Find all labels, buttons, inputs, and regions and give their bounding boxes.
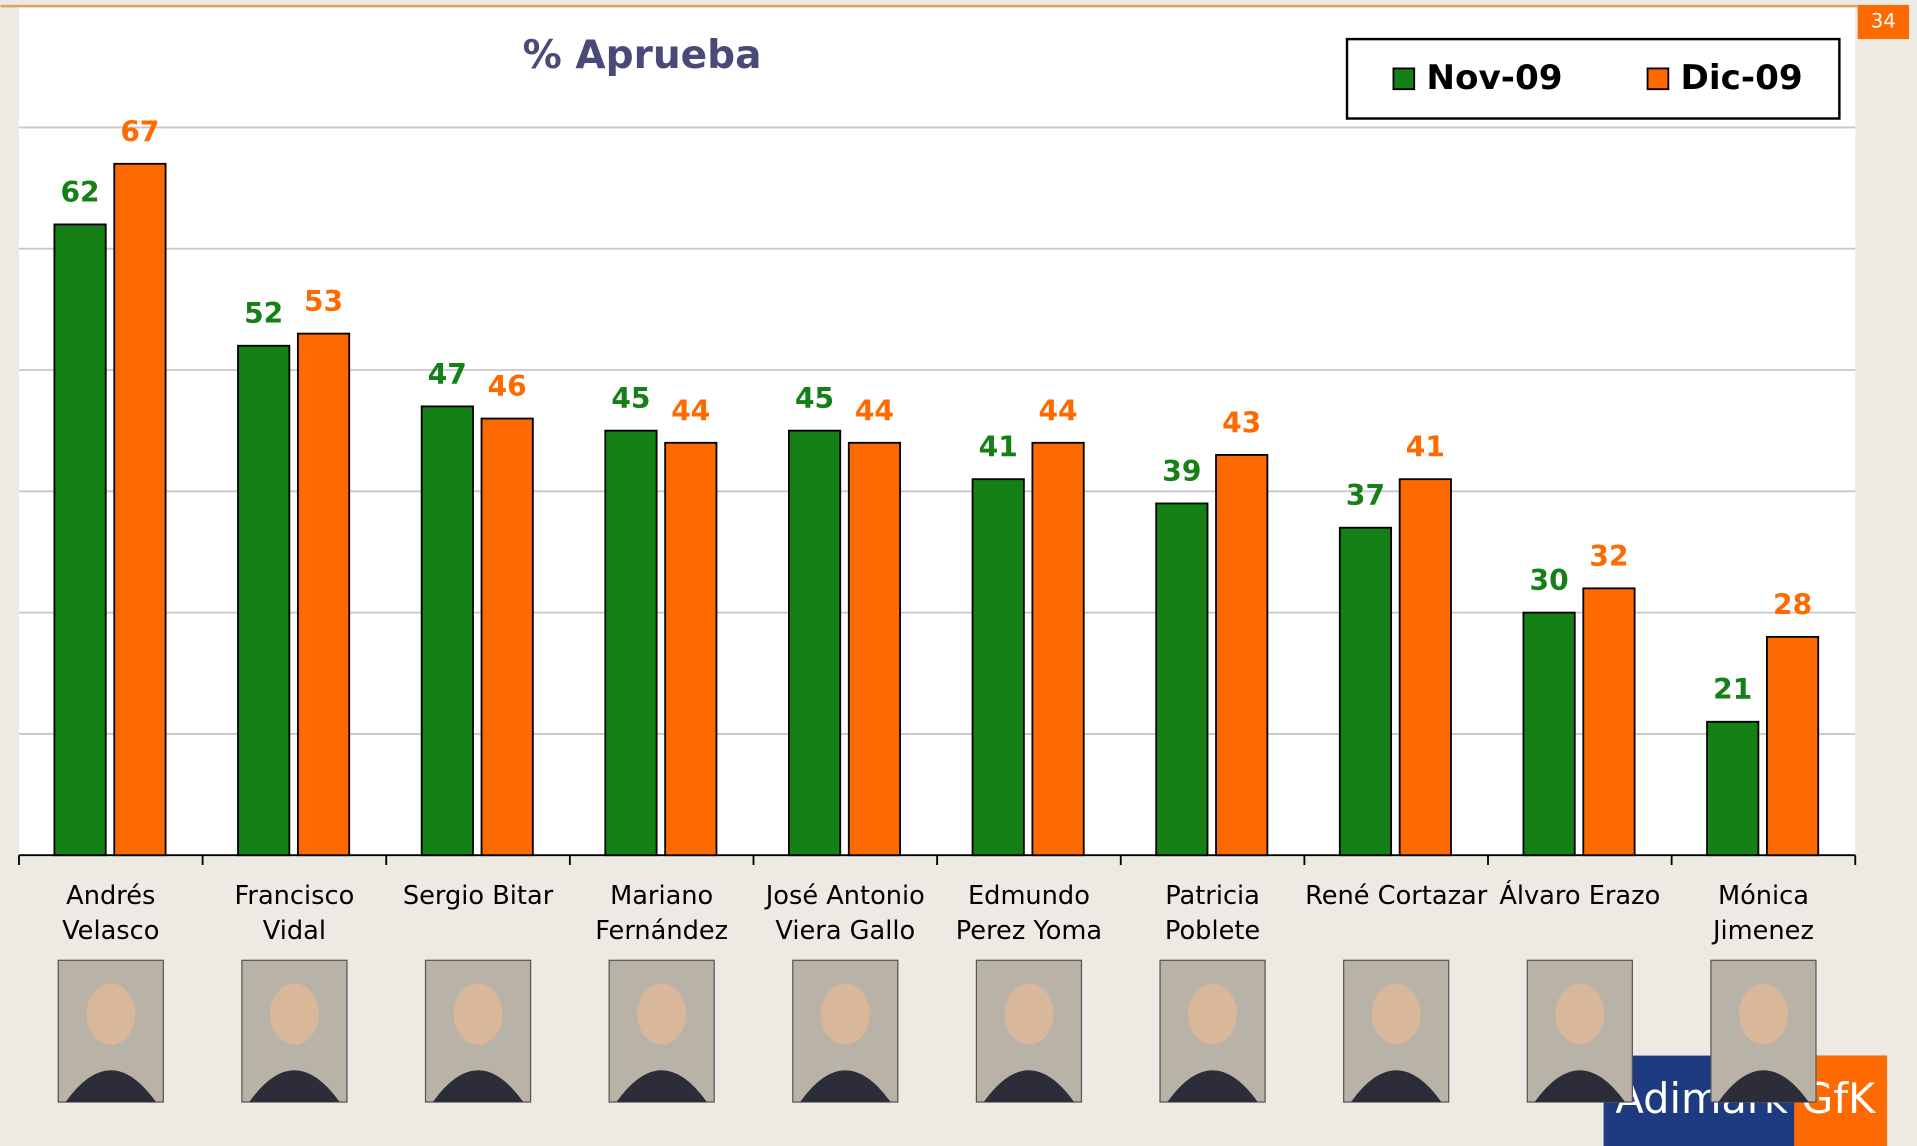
- chart-title: % Aprueba: [523, 33, 762, 78]
- photo-head: [1004, 983, 1054, 1045]
- value-label: 67: [120, 115, 159, 148]
- value-label: 53: [304, 285, 343, 318]
- value-label: 30: [1530, 564, 1569, 597]
- photo-head: [1739, 983, 1788, 1045]
- page-number: 34: [1871, 9, 1896, 32]
- photo-head: [86, 983, 136, 1045]
- bar: [604, 429, 658, 857]
- bar: [1582, 587, 1636, 857]
- bar: [113, 162, 167, 857]
- bar: [1766, 635, 1820, 857]
- x-tick-label: Álvaro Erazo: [1499, 881, 1660, 911]
- bar: [1522, 611, 1576, 857]
- bar: [480, 417, 534, 857]
- value-label: 45: [611, 382, 650, 415]
- photo-body: [1718, 1070, 1809, 1103]
- legend-items: Nov-09 Dic-09: [1392, 58, 1803, 98]
- legend: [1345, 37, 1841, 120]
- x-tick-label: Edmundo Perez Yoma: [956, 881, 1102, 946]
- photo-head: [637, 983, 687, 1045]
- bar: [53, 223, 107, 857]
- legend-swatch: [1392, 67, 1416, 91]
- x-tick-label: Sergio Bitar: [403, 881, 554, 911]
- legend-label: Dic-09: [1681, 58, 1803, 98]
- value-label: 44: [671, 394, 710, 427]
- value-label: 28: [1773, 588, 1812, 621]
- bar: [847, 441, 902, 857]
- value-label: 62: [61, 176, 100, 209]
- bar: [296, 332, 351, 857]
- legend-swatch: [1646, 67, 1670, 91]
- page-number-box: [1857, 4, 1910, 40]
- value-label: 32: [1589, 540, 1628, 573]
- bar: [1338, 526, 1393, 857]
- bar: [237, 344, 291, 857]
- value-label: 39: [1162, 455, 1201, 488]
- bar: [1155, 502, 1209, 857]
- photo-head: [1371, 983, 1421, 1045]
- photo-body: [800, 1070, 891, 1103]
- legend-label: Nov-09: [1426, 58, 1562, 98]
- x-tick-label: José Antonio Viera Gallo: [764, 881, 925, 946]
- photo-body: [65, 1070, 156, 1103]
- x-tick-label: René Cortazar: [1305, 881, 1488, 911]
- value-label: 52: [244, 297, 283, 330]
- x-tick-label: Mónica Jimenez: [1711, 881, 1814, 946]
- bar: [664, 441, 718, 857]
- bar: [1398, 478, 1452, 857]
- value-label: 41: [1406, 431, 1445, 464]
- value-label: 47: [428, 358, 467, 391]
- value-label: 21: [1713, 673, 1752, 706]
- photo-head: [453, 983, 503, 1045]
- photo-body: [1350, 1070, 1442, 1103]
- category-labels: Andrés Velasco Francisco Vidal Sergio Bitar M…: [57, 881, 1817, 1103]
- photo-head: [820, 983, 870, 1045]
- photo-body: [432, 1070, 524, 1103]
- value-label: 41: [979, 431, 1018, 464]
- value-label: 44: [855, 394, 894, 427]
- photo-head: [1188, 983, 1237, 1045]
- bar: [788, 429, 842, 857]
- photo-head: [269, 983, 319, 1045]
- x-tick-label: Francisco Vidal: [235, 881, 355, 946]
- photo-body: [249, 1070, 340, 1103]
- photo-body: [1167, 1070, 1258, 1103]
- bar: [420, 405, 474, 857]
- photo-body: [1534, 1070, 1626, 1103]
- bar: [971, 478, 1025, 857]
- photo-body: [983, 1070, 1075, 1103]
- bar: [1706, 720, 1760, 857]
- bar: [1031, 441, 1085, 857]
- value-label: 44: [1039, 394, 1078, 427]
- value-label: 43: [1222, 406, 1261, 439]
- value-label: 37: [1346, 479, 1385, 512]
- x-tick-label: Andrés Velasco: [62, 881, 159, 946]
- x-tick-label: Patricia Poblete: [1165, 881, 1260, 946]
- x-tick-label: Mariano Fernández: [595, 881, 728, 946]
- value-label: 45: [795, 382, 834, 415]
- photo-body: [616, 1070, 707, 1103]
- photo-head: [1555, 983, 1605, 1045]
- plot-area: [18, 6, 1856, 856]
- value-label: 46: [488, 370, 527, 403]
- bars: 62 52 47 45 45 41 39 37 30 21 67 53 46 44 44 44 43 41 32 28: [53, 115, 1820, 857]
- bar: [1215, 454, 1269, 857]
